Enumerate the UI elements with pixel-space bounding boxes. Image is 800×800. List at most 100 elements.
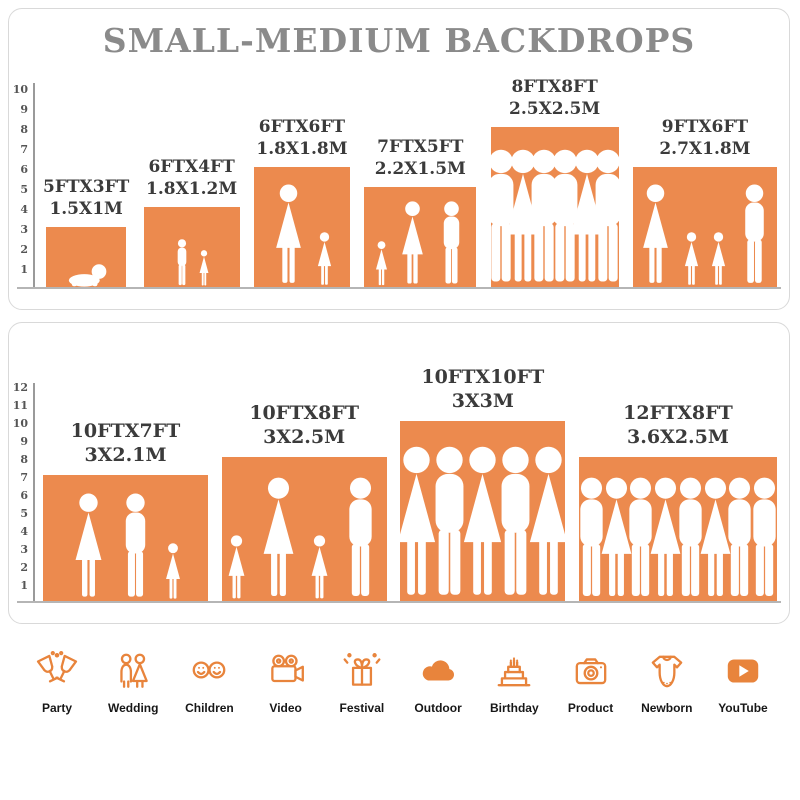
backdrop-size-label: 10FTX8FT 3X2.5M — [249, 401, 359, 450]
size-m: 1.8X1.8M — [256, 138, 348, 159]
backdrop-rect-10ftx10ft — [400, 421, 566, 601]
ruler-number: 10 — [12, 83, 28, 96]
category-row: Party Wedding — [8, 650, 792, 715]
ruler-number: 5 — [20, 183, 28, 196]
size-ft: 9FTX6FT — [661, 116, 749, 137]
party-icon — [36, 650, 78, 692]
size-ft: 6FTX6FT — [258, 116, 346, 137]
size-m: 2.5X2.5M — [509, 98, 601, 119]
ruler-number: 7 — [20, 143, 28, 156]
category-festival: Festival — [327, 650, 397, 715]
ruler-number: 6 — [20, 489, 28, 502]
ruler-number: 8 — [20, 123, 28, 136]
backdrop-rect-6ftx6ft — [253, 167, 350, 287]
category-label: Newborn — [641, 701, 693, 715]
ruler-number: 2 — [20, 561, 28, 574]
outdoor-cloud-icon — [417, 650, 459, 692]
ruler-number: 3 — [20, 223, 28, 236]
backdrop-rect-7ftx5ft — [364, 187, 477, 287]
wedding-couple-icon — [112, 650, 154, 692]
size-ft: 10FTX7FT — [70, 419, 181, 442]
ruler-number: 1 — [20, 263, 28, 276]
category-label: Outdoor — [414, 701, 462, 715]
product-camera-icon — [570, 650, 612, 692]
youtube-play-icon — [722, 650, 764, 692]
category-video: Video — [251, 650, 321, 715]
ruler-number: 7 — [20, 471, 28, 484]
backdrop-rect-10ftx8ft — [221, 457, 387, 601]
baseline — [17, 601, 781, 603]
category-label: Party — [41, 701, 73, 715]
ruler-number: 4 — [20, 203, 28, 216]
backdrop-rect-9ftx6ft — [632, 167, 777, 287]
bottom-chart: 10FTX7FT 3X2.1M 10FTX8FT 3X2.5M 10FTX10F… — [43, 365, 777, 601]
backdrop-size-label: 9FTX6FT 2.7X1.8M — [659, 116, 750, 160]
ruler-number: 6 — [20, 163, 28, 176]
backdrop-item: 6FTX4FT 1.8X1.2M — [143, 156, 240, 287]
backdrop-size-label: 10FTX10FT 3X3M — [421, 365, 544, 414]
ruler-number: 5 — [20, 507, 28, 520]
backdrop-item: 7FTX5FT 2.2X1.5M — [364, 136, 477, 287]
ruler-number: 9 — [20, 435, 28, 448]
size-ft: 7FTX5FT — [377, 136, 464, 157]
size-m: 2.2X1.5M — [374, 158, 466, 179]
size-m: 1.5X1M — [49, 198, 123, 219]
category-label: Wedding — [108, 701, 159, 715]
category-party: Party — [22, 650, 92, 715]
top-chart: 5FTX3FT 1.5X1M 6FTX4FT 1.8X1.2M 6FTX6FT … — [43, 76, 777, 287]
category-label: YouTube — [718, 701, 768, 715]
small-medium-panel: SMALL-MEDIUM BACKDROPS 1 2 3 4 5 6 7 8 9… — [8, 8, 790, 310]
size-ft: 12FTX8FT — [623, 401, 733, 424]
backdrop-item: 9FTX6FT 2.7X1.8M — [632, 116, 777, 287]
category-birthday: Birthday — [479, 650, 549, 715]
page-title: SMALL-MEDIUM BACKDROPS — [102, 21, 696, 60]
category-outdoor: Outdoor — [403, 650, 473, 715]
backdrop-size-label: 7FTX5FT 2.2X1.5M — [375, 136, 466, 180]
backdrop-item: 5FTX3FT 1.5X1M — [43, 176, 129, 287]
backdrop-item: 10FTX10FT 3X3M — [400, 365, 566, 601]
backdrop-item: 8FTX8FT 2.5X2.5M — [490, 76, 619, 287]
category-label: Birthday — [489, 701, 539, 715]
ruler-number: 1 — [20, 579, 28, 592]
children-faces-icon — [188, 650, 230, 692]
birthday-cake-icon — [493, 650, 535, 692]
size-ft: 10FTX8FT — [249, 401, 359, 424]
category-wedding: Wedding — [98, 650, 168, 715]
backdrop-rect-12ftx8ft — [578, 457, 777, 601]
top-ruler: 1 2 3 4 5 6 7 8 9 10 — [12, 83, 35, 289]
backdrop-rect-8ftx8ft — [490, 127, 619, 287]
category-newborn: Newborn — [632, 650, 702, 715]
category-product: Product — [556, 650, 626, 715]
category-label: Children — [185, 701, 234, 715]
backdrop-rect-5ftx3ft — [46, 227, 127, 287]
category-label: Festival — [339, 701, 385, 715]
bottom-ruler: 1 2 3 4 5 6 7 8 9 10 11 12 — [12, 381, 35, 603]
backdrop-rect-6ftx4ft — [143, 207, 240, 287]
size-ft: 6FTX4FT — [148, 156, 235, 177]
category-youtube: YouTube — [708, 650, 778, 715]
backdrop-item: 12FTX8FT 3.6X2.5M — [578, 401, 777, 601]
category-label: Product — [567, 701, 614, 715]
size-m: 3X3M — [451, 390, 514, 413]
backdrop-size-label: 6FTX6FT 1.8X1.8M — [256, 116, 347, 160]
ruler-number: 11 — [12, 399, 28, 412]
size-m: 3.6X2.5M — [627, 426, 729, 449]
size-ft: 8FTX8FT — [511, 76, 598, 97]
ruler-number: 2 — [20, 243, 28, 256]
newborn-onesie-icon — [646, 650, 688, 692]
backdrop-size-label: 12FTX8FT 3.6X2.5M — [623, 401, 733, 450]
festival-gift-icon — [341, 650, 383, 692]
ruler-number: 10 — [12, 417, 28, 430]
size-m: 1.8X1.2M — [146, 178, 238, 199]
size-m: 3X2.1M — [84, 444, 167, 467]
size-ft: 5FTX3FT — [43, 176, 130, 197]
baseline — [17, 287, 781, 289]
ruler-number: 9 — [20, 103, 28, 116]
ruler-number: 4 — [20, 525, 28, 538]
size-m: 2.7X1.8M — [659, 138, 751, 159]
category-label: Video — [269, 701, 302, 715]
category-children: Children — [174, 650, 244, 715]
ruler-number: 8 — [20, 453, 28, 466]
backdrop-item: 10FTX8FT 3X2.5M — [221, 401, 387, 601]
